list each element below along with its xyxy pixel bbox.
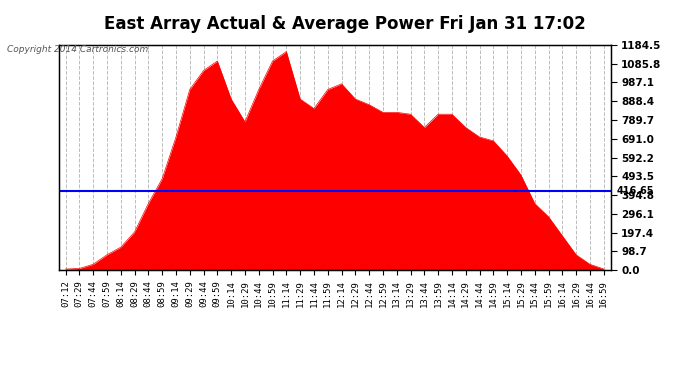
Text: 416.65: 416.65 — [616, 186, 653, 196]
Text: Copyright 2014 Cartronics.com: Copyright 2014 Cartronics.com — [7, 45, 148, 54]
Text: East Array Actual & Average Power Fri Jan 31 17:02: East Array Actual & Average Power Fri Ja… — [104, 15, 586, 33]
